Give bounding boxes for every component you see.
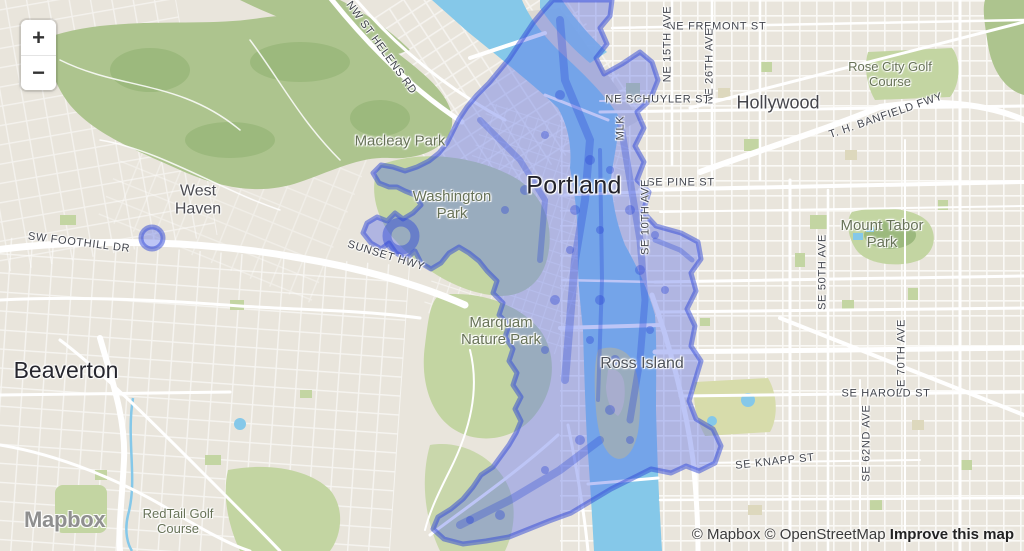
service-area-overlay	[138, 0, 724, 547]
zoom-in-button[interactable]: +	[21, 20, 56, 55]
pond	[234, 418, 246, 430]
school-patches	[718, 88, 924, 515]
service-area-main-polygon	[360, 0, 724, 547]
service-area-west-blob	[138, 224, 166, 252]
mount-tabor-trees	[864, 221, 916, 249]
park-patch	[55, 485, 107, 533]
reservoir	[853, 233, 863, 240]
service-area-dots	[466, 90, 669, 524]
rose-city-golf-area	[866, 48, 959, 100]
osm-attribution-link[interactable]: © OpenStreetMap	[764, 526, 886, 543]
improve-map-link[interactable]: Improve this map	[889, 526, 1014, 543]
attribution-bar: © Mapbox © OpenStreetMap Improve this ma…	[692, 526, 1014, 543]
forest-shade	[250, 42, 350, 82]
forest-shade	[350, 100, 410, 136]
mapbox-logo[interactable]: Mapbox	[24, 507, 106, 532]
zoom-out-button[interactable]: −	[21, 55, 56, 90]
river-channel	[540, 0, 607, 63]
forest-top-strip	[240, 0, 410, 60]
mapbox-attribution-link[interactable]: © Mapbox	[691, 526, 761, 543]
forest-shade	[185, 122, 275, 158]
service-area-reservoir-ring	[382, 217, 420, 255]
pond	[707, 416, 717, 426]
fanno-creek	[125, 397, 135, 551]
forest-shade	[110, 48, 190, 92]
ross-island-lagoon	[606, 369, 625, 416]
redtail-golf-area	[225, 466, 341, 551]
zoom-control: + −	[21, 20, 56, 90]
reservoir	[866, 227, 874, 232]
